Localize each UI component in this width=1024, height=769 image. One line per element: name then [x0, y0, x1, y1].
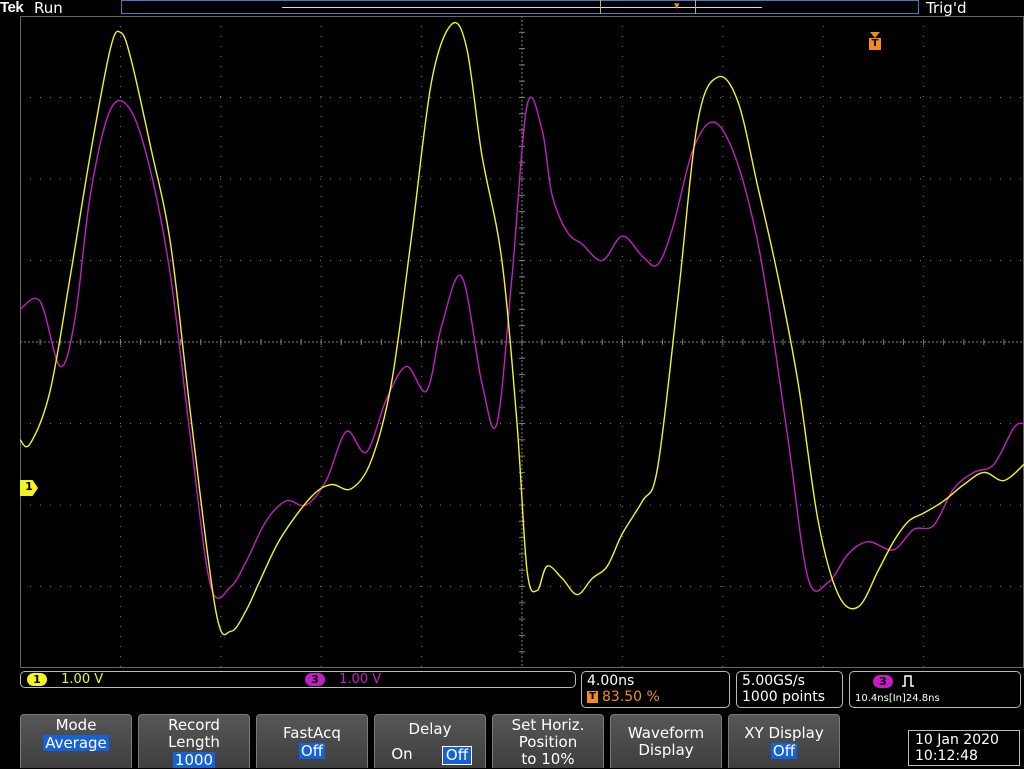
xy-display-value: Off: [770, 742, 798, 760]
fastacq-button[interactable]: FastAcq Off: [256, 714, 368, 768]
waveform-display-line-1: Waveform: [627, 724, 705, 742]
horiz-position-line-2: Position: [518, 733, 578, 751]
delay-label: Delay: [408, 720, 452, 738]
time-per-div: 4.00ns: [587, 673, 635, 689]
record-length-button[interactable]: Record Length 1000: [138, 714, 250, 768]
channel-readout-strip: 1 1.00 V 3 1.00 V: [20, 671, 576, 688]
graticule-plot: [20, 16, 1024, 668]
ch1-waveform: [20, 21, 1024, 636]
ch3-waveform: [20, 96, 1024, 600]
mode-button[interactable]: Mode Average: [20, 714, 132, 768]
pulse-width-icon: [902, 675, 915, 687]
trigger-readout[interactable]: 3 10.4ns[In]24.8ns: [849, 671, 1021, 708]
record-overview-line: [282, 7, 762, 8]
trigger-position-arrow-icon: [870, 32, 880, 38]
trigger-status: Trig'd: [926, 0, 967, 17]
record-points: 1000 points: [742, 689, 826, 705]
trigger-source-row: 3: [855, 673, 1015, 689]
trigger-position-marker[interactable]: T: [868, 32, 882, 54]
trigger-source-badge: 3: [873, 675, 893, 688]
ch1-badge: 1: [27, 673, 47, 686]
horiz-position-line-3: to 10%: [521, 750, 575, 768]
horiz-position-line-1: Set Horiz.: [511, 716, 585, 734]
delay-button[interactable]: Delay On Off: [374, 714, 486, 768]
trigger-position-readout: T 83.50 %: [587, 689, 724, 705]
xy-display-button[interactable]: XY Display Off: [728, 714, 840, 768]
record-length-label-2: Length: [168, 733, 220, 751]
xy-display-label: XY Display: [744, 724, 824, 742]
sampling-readout[interactable]: 5.00GS/s 1000 points: [736, 671, 843, 708]
delay-toggle: On Off: [375, 746, 485, 765]
ch3-scale: 1.00 V: [339, 672, 382, 687]
waveform-display-line-2: Display: [638, 741, 694, 759]
mode-value: Average: [43, 734, 109, 752]
trigger-t-icon: T: [587, 691, 598, 703]
waveform-display-button[interactable]: Waveform Display: [610, 714, 722, 768]
top-status-bar: Tek Run ▾ Trig'd: [0, 0, 1024, 17]
trigger-pulse-readout: 10.4ns[In]24.8ns: [855, 693, 940, 704]
ch1-ground-marker[interactable]: 1: [20, 480, 38, 496]
record-overview-bar: ▾: [121, 0, 919, 14]
horizontal-readout[interactable]: 4.00ns T 83.50 %: [581, 671, 730, 708]
ch1-readout[interactable]: 1 1.00 V: [27, 672, 103, 687]
record-view-window: [600, 0, 696, 14]
date-time-readout: 10 Jan 2020 10:12:48: [908, 730, 1020, 766]
sample-rate: 5.00GS/s: [742, 673, 805, 689]
fastacq-value: Off: [298, 742, 326, 760]
ch1-scale: 1.00 V: [61, 672, 104, 687]
record-length-label-1: Record: [168, 716, 220, 734]
record-trigger-position-icon: ▾: [674, 0, 680, 12]
ch3-badge: 3: [305, 673, 325, 686]
tek-logo: Tek: [0, 0, 24, 16]
acquisition-status: Run: [34, 0, 63, 17]
fastacq-label: FastAcq: [283, 724, 341, 742]
delay-off-option: Off: [442, 746, 472, 765]
delay-on-option: On: [391, 745, 413, 763]
mode-label: Mode: [55, 716, 97, 734]
trigger-position-value: 83.50 %: [602, 689, 660, 705]
ch3-readout[interactable]: 3 1.00 V: [305, 672, 381, 687]
record-length-value: 1000: [172, 751, 216, 769]
trigger-position-label: T: [869, 38, 881, 50]
time: 10:12:48: [915, 748, 978, 764]
waveform-display[interactable]: 1 T: [20, 16, 1024, 668]
set-horiz-position-button[interactable]: Set Horiz. Position to 10%: [492, 714, 604, 768]
date: 10 Jan 2020: [915, 732, 999, 748]
